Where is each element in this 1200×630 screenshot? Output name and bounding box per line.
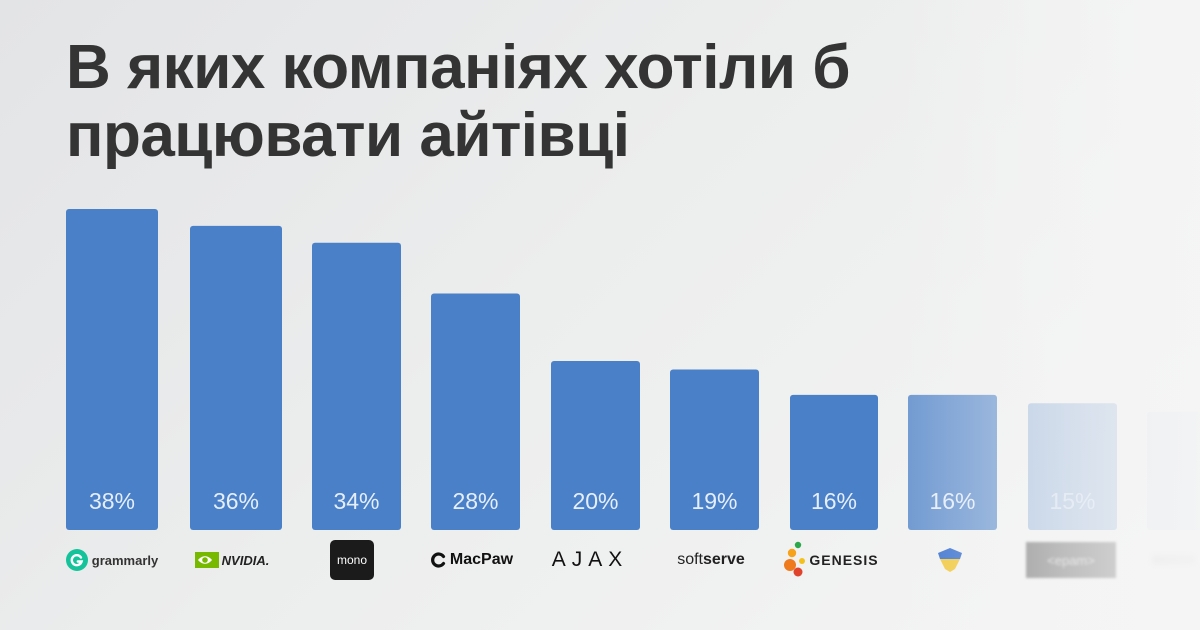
bar-value-label-5: 20% <box>572 488 618 514</box>
bar-value-label-1: 38% <box>89 488 135 514</box>
bar-1 <box>66 209 158 530</box>
logo-ajax-text: AJAX <box>551 548 629 571</box>
logo-genesis-text: GENESIS <box>809 552 879 568</box>
logo-faded-last <box>1150 538 1198 582</box>
logo-macpaw: MacPaw <box>422 538 522 582</box>
logo-softserve-text-a: soft <box>677 551 703 568</box>
bar-5 <box>551 361 640 530</box>
mono-badge: mono <box>330 540 374 580</box>
bar-2 <box>190 225 282 531</box>
bar-3 <box>312 242 401 530</box>
bar-value-label-9: 15% <box>1049 488 1095 514</box>
logo-softserve-text-b: serve <box>702 551 745 568</box>
grammarly-g-icon <box>65 549 88 571</box>
logo-nvidia: NVIDIA. <box>184 538 280 582</box>
logo-grammarly-text: grammarly <box>91 552 159 568</box>
logo-mono-text: mono <box>336 553 368 567</box>
logo-epam-text: <epam> <box>1047 552 1095 568</box>
logo-ajax: AJAX <box>544 538 636 582</box>
nvidia-eye-icon <box>194 552 219 568</box>
ukraine-shield-icon <box>938 548 962 572</box>
bar-value-label-3: 34% <box>333 488 379 514</box>
logo-grammarly: grammarly <box>60 538 164 582</box>
macpaw-c-icon <box>431 552 446 568</box>
faded-logo-shape <box>1152 555 1196 565</box>
bar-value-label-4: 28% <box>452 488 498 514</box>
bar-6 <box>670 369 759 530</box>
logo-ukraine <box>935 538 965 582</box>
bar-4 <box>431 293 520 530</box>
logo-softserve: soft serve <box>666 538 756 582</box>
bar-7 <box>790 394 878 530</box>
logo-genesis: GENESIS <box>782 538 880 582</box>
logo-nvidia-text: NVIDIA. <box>221 552 270 568</box>
bar-10 <box>1147 411 1200 530</box>
bar-value-label-8: 16% <box>929 488 975 514</box>
genesis-dots-icon <box>784 541 806 577</box>
chart-title: В яких компаніях хотіли б працювати айті… <box>66 33 851 170</box>
bar-value-label-7: 16% <box>811 488 857 514</box>
logo-macpaw-text: MacPaw <box>449 551 514 568</box>
logo-mono: mono <box>330 538 374 582</box>
bar-value-label-6: 19% <box>691 488 737 514</box>
bar-value-label-2: 36% <box>213 488 259 514</box>
logo-epam: <epam> <box>1026 538 1116 582</box>
epam-badge: <epam> <box>1026 542 1116 578</box>
